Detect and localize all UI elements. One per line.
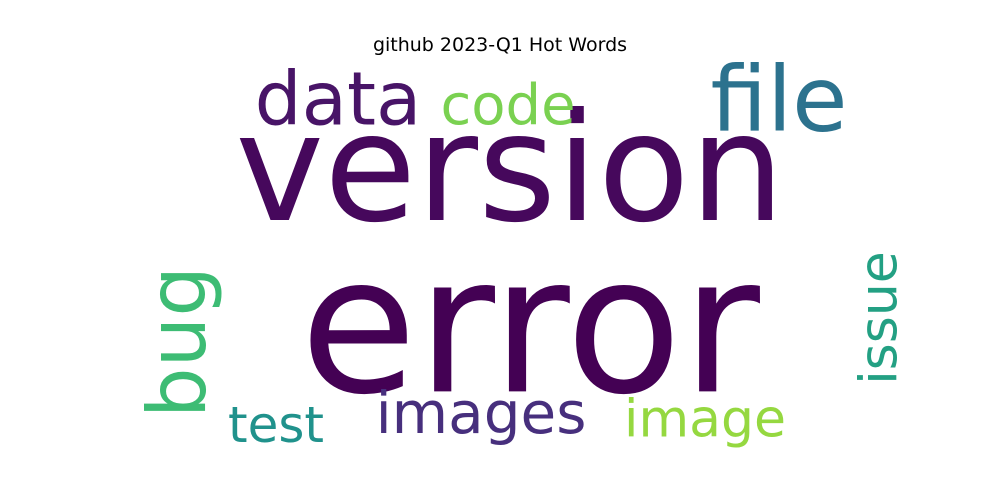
word-bug: bug [131,266,224,418]
word-image: image [624,390,786,450]
word-error: error [300,215,761,436]
word-code: code [440,73,575,138]
word-version: version [235,82,784,256]
word-test: test [228,396,324,454]
word-images: images [376,379,587,447]
word-data: data [255,57,422,143]
word-issue: issue [850,251,910,385]
chart-title: github 2023-Q1 Hot Words [372,34,628,56]
word-file: file [710,47,847,152]
